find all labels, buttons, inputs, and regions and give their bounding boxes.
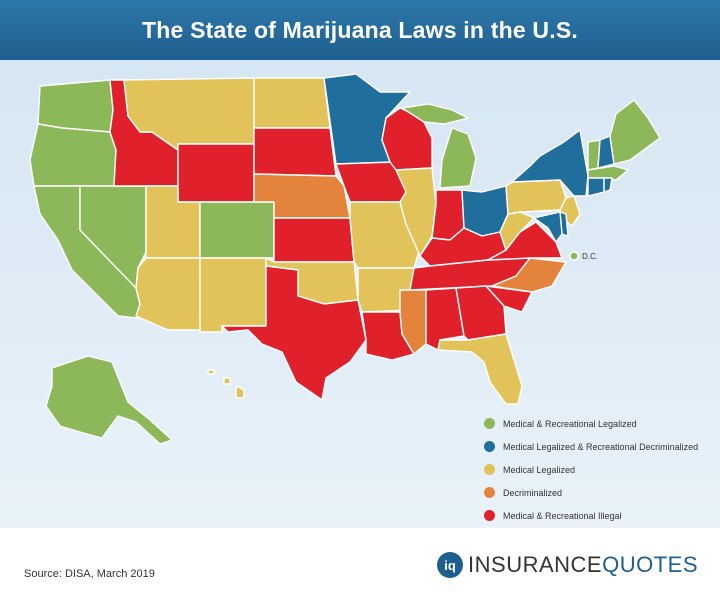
- state-arizona: [135, 257, 201, 331]
- dc-marker: [569, 251, 579, 261]
- legend-item: Medical & Recreational Illegal: [484, 504, 720, 527]
- state-new-york: [511, 129, 589, 197]
- state-maryland: [533, 211, 563, 243]
- legend-dot: [484, 487, 495, 498]
- legend-label: Decriminalized: [503, 487, 563, 498]
- state-kansas: [273, 217, 355, 263]
- state-michigan-upper: [401, 103, 469, 125]
- legend-item: Medical Legalized & Recreational Decrimi…: [484, 435, 720, 458]
- state-alaska: [45, 355, 173, 445]
- footer: Source: DISA, March 2019 iq INSURANCE QU…: [0, 528, 720, 596]
- state-new-mexico: [199, 257, 267, 333]
- state-oregon: [29, 123, 117, 187]
- legend-label: Medical & Recreational Legalized: [503, 418, 637, 429]
- legend-dot: [484, 418, 495, 429]
- state-florida: [437, 333, 523, 405]
- us-map: D.C.: [29, 73, 661, 445]
- legend-item: Decriminalized: [484, 481, 720, 504]
- state-pennsylvania: [505, 179, 567, 215]
- state-washington: [37, 79, 114, 133]
- state-hawaii-oahu: [207, 369, 215, 375]
- legend-dot: [484, 464, 495, 475]
- map-area: D.C. Medical & Recreational Legalized Me…: [0, 60, 720, 528]
- page-title: The State of Marijuana Laws in the U.S.: [142, 16, 578, 43]
- state-colorado: [199, 201, 275, 259]
- logo-mark-icon: iq: [437, 552, 464, 578]
- legend-item: Medical Legalized: [484, 458, 720, 481]
- state-hawaii-maui: [223, 377, 231, 385]
- logo-word-insurance: INSURANCE: [468, 552, 603, 577]
- map-legend: Medical & Recreational Legalized Medical…: [484, 412, 720, 527]
- state-hawaii-big-island: [235, 385, 245, 399]
- legend-label: Medical Legalized: [503, 464, 576, 475]
- state-north-dakota: [253, 77, 331, 129]
- state-wyoming: [177, 143, 255, 203]
- dc-label: D.C.: [582, 252, 598, 261]
- state-maine: [609, 99, 661, 165]
- state-texas: [221, 265, 367, 401]
- legend-dot: [484, 510, 495, 521]
- legend-item: Medical & Recreational Legalized: [484, 412, 720, 435]
- legend-dot: [484, 441, 495, 452]
- state-massachusetts: [587, 165, 629, 181]
- legend-label: Medical Legalized & Recreational Decrimi…: [503, 441, 699, 452]
- state-south-dakota: [253, 127, 337, 177]
- header-banner: The State of Marijuana Laws in the U.S.: [0, 0, 720, 60]
- state-rhode-island: [603, 177, 613, 193]
- logo-word-quotes: QUOTES: [602, 552, 698, 577]
- legend-label: Medical & Recreational Illegal: [503, 510, 622, 521]
- source-note: Source: DISA, March 2019: [24, 568, 155, 580]
- insurancequotes-logo: iq INSURANCE QUOTES: [437, 552, 698, 578]
- state-connecticut: [587, 177, 605, 197]
- state-michigan-lower: [439, 127, 477, 189]
